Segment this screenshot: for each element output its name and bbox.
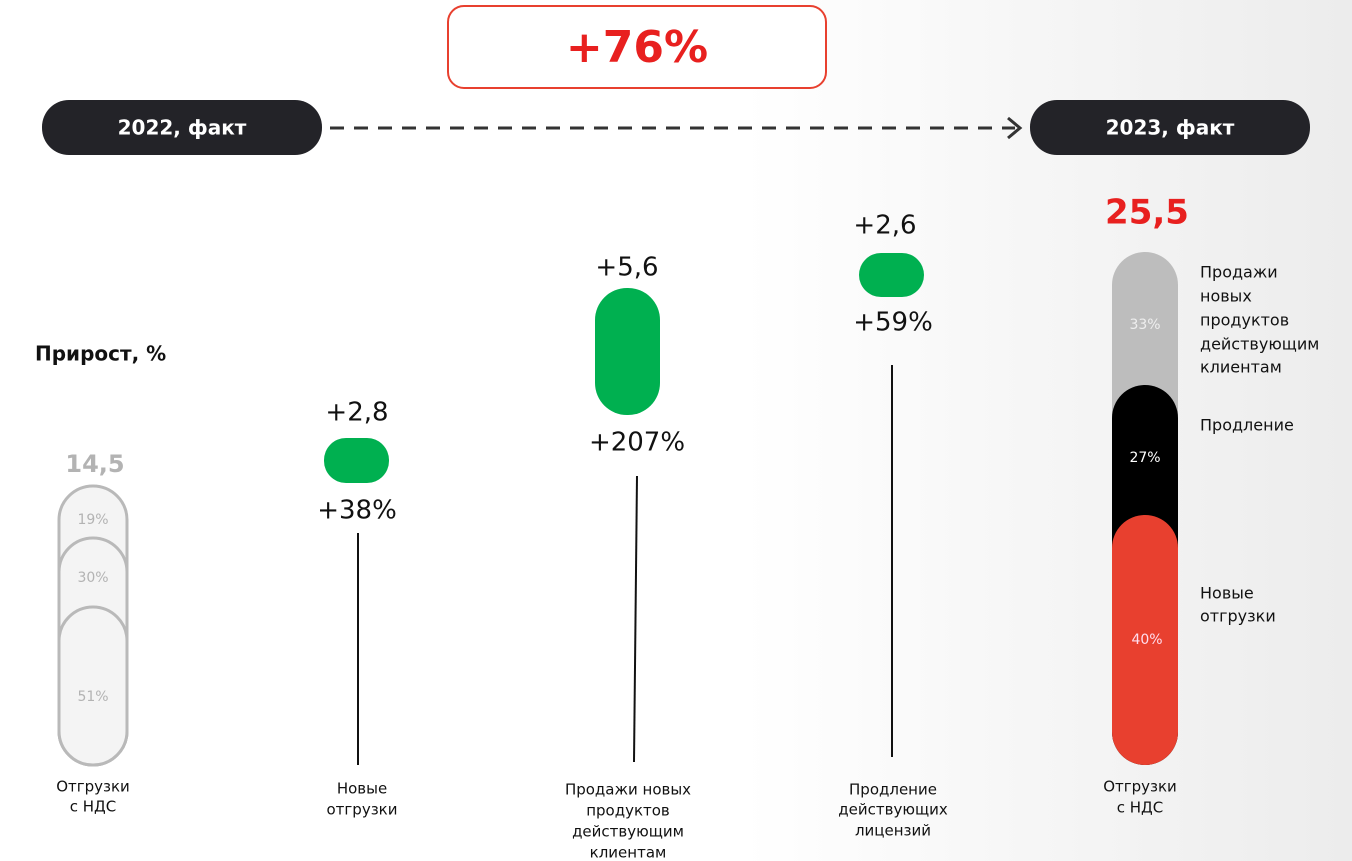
pct: +59%: [853, 308, 933, 338]
label: с НДС: [1117, 799, 1164, 817]
legend: Новые: [1200, 584, 1254, 603]
segment-label: 30%: [77, 570, 108, 586]
from-pill: [42, 100, 322, 155]
label: отгрузки: [327, 801, 398, 819]
label: Отгрузки: [56, 778, 130, 796]
growth: +76%: [566, 22, 708, 73]
step-pill: [324, 438, 389, 483]
segment-label: 19%: [77, 512, 108, 528]
label: Новые: [337, 780, 387, 798]
axis-note: Прирост, %: [35, 342, 166, 366]
stem: [633, 475, 638, 763]
label: Отгрузки: [1103, 778, 1177, 796]
label: действующих: [838, 801, 948, 819]
pct: +207%: [589, 428, 685, 458]
legend: отгрузки: [1200, 607, 1276, 626]
label: Продление: [849, 781, 937, 799]
legend: Продление: [1200, 416, 1294, 435]
label: действующим: [572, 823, 684, 841]
start-segment: [57, 605, 129, 767]
to-pill: [1030, 100, 1310, 155]
delta: +2,8: [325, 398, 388, 428]
legend: клиентам: [1200, 358, 1282, 377]
end-segment: [1112, 515, 1178, 765]
step-pill: [595, 288, 660, 415]
arrow-head: [1007, 116, 1023, 140]
growth-box: [447, 5, 827, 89]
delta: +2,6: [853, 211, 916, 241]
label: продуктов: [586, 802, 670, 820]
pct: +38%: [317, 496, 397, 526]
delta: +5,6: [595, 253, 658, 283]
legend: продуктов: [1200, 311, 1289, 330]
step-pill: [859, 253, 924, 297]
segment-label: 40%: [1131, 632, 1162, 648]
label: Продажи новых: [565, 781, 691, 799]
segment-label: 33%: [1129, 317, 1160, 333]
segment-label: 27%: [1129, 450, 1160, 466]
legend: новых: [1200, 287, 1252, 306]
to: 2023, факт: [1106, 116, 1235, 140]
legend: Продажи: [1200, 263, 1278, 282]
label: клиентам: [590, 844, 667, 861]
label: лицензий: [855, 822, 931, 840]
segment-label: 51%: [77, 689, 108, 705]
from: 2022, факт: [118, 116, 247, 140]
start-total: 14,5: [65, 450, 124, 478]
label: с НДС: [70, 798, 117, 816]
end-total: 25,5: [1105, 193, 1189, 233]
legend: действующим: [1200, 335, 1319, 354]
